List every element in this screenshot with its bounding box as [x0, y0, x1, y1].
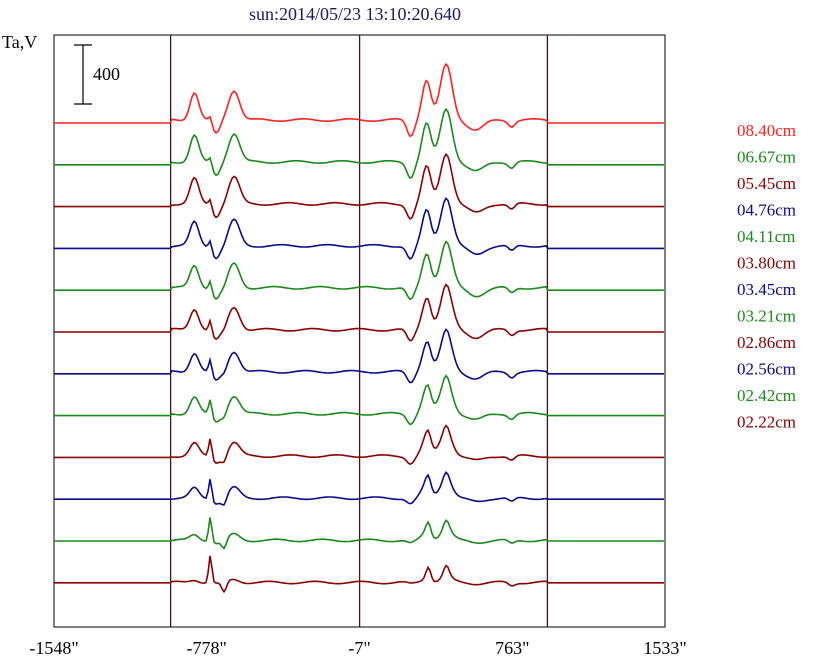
- legend-entry: 03.21cm: [737, 307, 796, 326]
- chart-title: sun:2014/05/23 13:10:20.640: [249, 4, 461, 24]
- traces: [54, 62, 664, 594]
- legend-entry: 06.67cm: [737, 148, 796, 167]
- series-line: [54, 374, 664, 426]
- series-line: [54, 240, 664, 301]
- series-line: [54, 424, 664, 466]
- legend-entry: 02.42cm: [737, 386, 796, 405]
- series-line: [54, 197, 664, 260]
- series-line: [54, 327, 664, 384]
- legend-entry: 04.76cm: [737, 201, 796, 220]
- x-ticks: -1548" -778" -7" 763" 1533": [29, 638, 686, 658]
- series-line: [54, 152, 664, 220]
- scale-bar-label: 400: [93, 64, 120, 84]
- series-line: [54, 107, 664, 180]
- x-tick-label: -1548": [29, 638, 78, 658]
- legend-entry: 05.45cm: [737, 174, 796, 193]
- series-line: [54, 62, 664, 138]
- x-tick-label: 1533": [643, 638, 686, 658]
- legend-entry: 03.45cm: [737, 280, 796, 299]
- legend-entry: 02.56cm: [737, 360, 796, 379]
- series-line: [54, 517, 664, 550]
- scale-bar: 400: [74, 44, 120, 105]
- x-tick-label: -7": [348, 638, 370, 658]
- series-line: [54, 283, 664, 342]
- legend-entry: 02.22cm: [737, 413, 796, 432]
- legend-entry: 02.86cm: [737, 333, 796, 352]
- series-line: [54, 470, 664, 506]
- x-tick-label: -778": [187, 638, 227, 658]
- x-tick-label: 763": [495, 638, 529, 658]
- y-axis-label: Ta,V: [2, 32, 37, 52]
- legend: 08.40cm 06.67cm 05.45cm 04.76cm 04.11cm 03.80…: [737, 121, 796, 432]
- series-line: [54, 555, 664, 594]
- legend-entry: 03.80cm: [737, 254, 796, 273]
- legend-entry: 08.40cm: [737, 121, 796, 140]
- legend-entry: 04.11cm: [737, 227, 795, 246]
